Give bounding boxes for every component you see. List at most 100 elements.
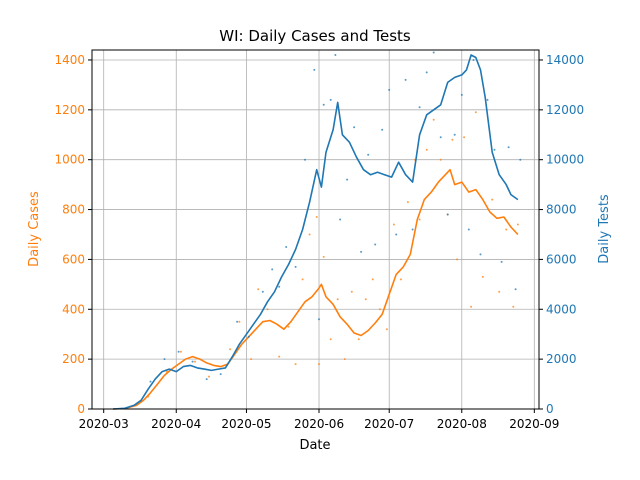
tests-point [507,146,510,149]
cases-point [357,338,360,341]
tests-point [467,228,470,231]
cases-point [418,218,421,221]
cases-point [250,358,253,361]
cases-point [208,375,210,378]
cases-point [350,290,353,293]
cases-point [491,198,494,201]
cases-point [322,255,325,258]
left-tick-label: 1200 [54,103,85,117]
cases-point [308,233,311,236]
left-tick-label: 800 [62,203,85,217]
cases-point [481,275,484,278]
tests-point [367,153,370,156]
tests-point [304,158,306,161]
cases-point [516,223,519,226]
right-tick-label: 6000 [546,252,577,266]
x-tick-label: 2020-05 [221,417,271,431]
cases-point [432,118,435,121]
x-tick-label: 2020-07 [364,417,414,431]
tests-point [519,158,522,161]
cases-point [505,228,508,231]
left-tick-label: 200 [62,352,85,366]
tests-point [486,98,489,101]
cases-point [378,308,381,311]
right-tick-label: 14000 [546,53,584,67]
tests-point [191,360,194,363]
tests-point [285,246,288,248]
tests-point [313,68,316,71]
tests-point [411,228,414,231]
left-tick-label: 1400 [54,53,85,67]
cases-point [512,305,515,308]
data-layer [113,51,522,410]
tests-point [278,285,281,288]
right-tick-label: 4000 [546,302,577,316]
left-tick-label: 1000 [54,153,85,167]
tests-point [318,318,320,321]
tests-point [472,59,475,61]
tests-point [418,106,421,109]
x-tick-label: 2020-09 [509,417,559,431]
tests-point [247,335,250,338]
cases-point [385,328,388,331]
cases-point [399,278,402,281]
cases-point [364,298,367,301]
tests-point [514,288,517,291]
tests-point [205,378,208,381]
tests-point [177,350,180,353]
tests-point [374,243,377,246]
tests-point [388,88,391,91]
tests-point [404,78,407,81]
cases-point [439,158,442,161]
right-tick-label: 10000 [546,153,584,167]
x-tick-label: 2020-06 [294,417,344,431]
tests-point [395,233,398,236]
cases-point [392,223,395,226]
tests-point [149,380,152,383]
tests-point [339,218,342,221]
x-tick-label: 2020-03 [79,417,129,431]
cases-point [294,363,297,366]
tests-point [432,51,435,54]
axes-layer: 2020-03 2020-04 2020-05 2020-06 2020-07 2020-… [54,53,584,431]
cases-point [406,201,409,204]
cases-point [425,148,428,151]
cases-point [194,360,196,363]
tests-point [360,250,363,253]
cases-point [336,298,339,301]
tests-point [271,268,274,271]
tests-point [446,213,449,216]
left-tick-label: 0 [77,402,85,416]
tests-point [261,290,264,293]
cases-point [278,355,281,358]
plot-frame [91,49,540,410]
tests-point [453,133,456,136]
tests-point [322,103,325,106]
cases-point [470,305,473,308]
tests-point [381,128,384,131]
tests-point [294,265,297,268]
cases-point [229,348,232,351]
left-axis-label: Daily Cases [27,191,42,267]
right-tick-label: 0 [546,402,554,416]
right-tick-label: 12000 [546,103,584,117]
tests-point [493,148,496,151]
tests-point [329,98,332,101]
left-tick-label: 400 [62,302,85,316]
right-tick-label: 8000 [546,203,577,217]
cases-line [113,168,519,410]
tests-point [219,373,222,376]
cases-point [287,325,290,328]
tests-point [500,260,503,263]
cases-point [371,278,374,281]
cases-point [451,138,454,141]
cases-point [343,358,346,361]
x-tick-label: 2020-08 [437,417,487,431]
tests-point [479,253,482,256]
cases-point [179,350,182,353]
chart-title: WI: Daily Cases and Tests [219,27,411,45]
cases-point [318,363,320,366]
tests-point [353,126,356,129]
